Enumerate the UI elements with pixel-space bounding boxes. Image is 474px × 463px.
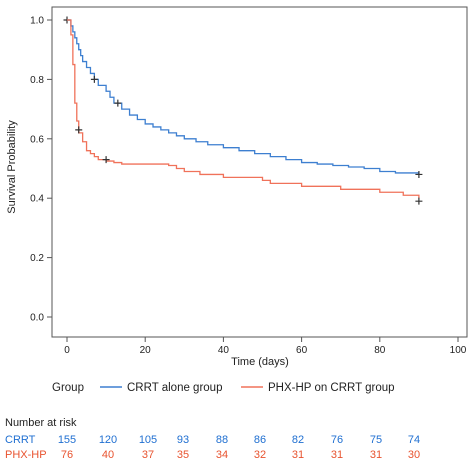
risk-count: 93 [177,434,189,446]
y-tick-label: 0.2 [30,253,44,264]
risk-count: 35 [177,449,189,461]
censor-mark [102,156,110,164]
risk-count: 31 [331,449,343,461]
risk-count: 155 [58,434,76,446]
risk-table: Number at risk CRRT 155 120 105 93 88 86 82 76 75… [5,417,420,461]
y-tick-label: 0.8 [30,75,44,86]
risk-row-label: CRRT [5,434,36,446]
risk-count: 34 [216,449,228,461]
x-tick-label: 0 [64,345,70,356]
risk-count: 105 [139,434,157,446]
risk-count: 82 [292,434,304,446]
x-tick-label: 60 [296,345,308,356]
risk-count: 37 [142,449,154,461]
y-tick-label: 1.0 [30,16,44,27]
x-axis-label: Time (days) [231,356,289,368]
risk-count: 74 [408,434,420,446]
censor-mark [415,197,423,205]
legend-title: Group [52,382,84,394]
risk-row-label: PHX-HP [5,449,47,461]
risk-count: 30 [408,449,420,461]
y-tick-label: 0.0 [30,313,44,324]
censor-mark [75,126,83,134]
x-tick-label: 40 [218,345,230,356]
series-line-phx-hp [67,19,420,199]
risk-count: 31 [292,449,304,461]
y-tick-label: 0.6 [30,134,44,145]
censor-mark [415,170,423,178]
risk-count: 75 [370,434,382,446]
legend-entry-crrt: CRRT alone group [127,382,222,394]
risk-count: 76 [331,434,343,446]
plot-frame [51,6,468,338]
series-layer [63,16,423,205]
y-axis: 0.0 0.2 0.4 0.6 0.8 1.0 [30,16,52,324]
legend: Group CRRT alone group PHX-HP on CRRT gr… [52,382,395,394]
censor-mark [90,75,98,83]
risk-count: 32 [254,449,266,461]
x-tick-label: 20 [140,345,152,356]
legend-entry-phx-hp: PHX-HP on CRRT group [268,382,395,394]
x-tick-label: 100 [450,345,467,356]
x-tick-label: 80 [374,345,386,356]
risk-count: 86 [254,434,266,446]
risk-count: 88 [216,434,228,446]
series-line-crrt [67,19,420,175]
x-axis: 0 20 40 60 80 100 [64,337,467,356]
risk-count: 120 [99,434,117,446]
risk-count: 76 [61,449,73,461]
y-tick-label: 0.4 [30,194,44,205]
risk-table-title: Number at risk [5,417,77,429]
risk-count: 40 [102,449,114,461]
risk-count: 31 [370,449,382,461]
censor-mark [114,99,122,107]
y-axis-label: Survival Probability [6,120,18,214]
